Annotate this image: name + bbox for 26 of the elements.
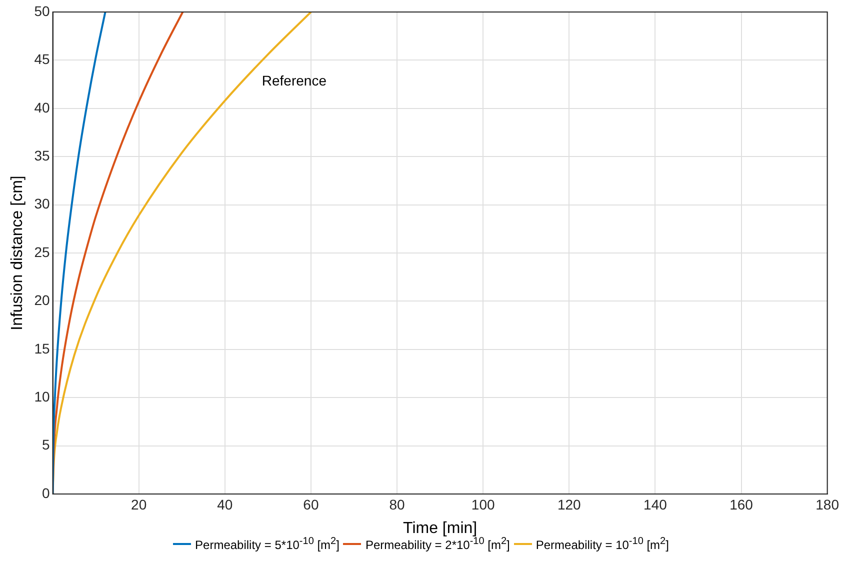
x-tick-label: 40 bbox=[217, 496, 233, 512]
y-axis-title: Infusion distance [cm] bbox=[9, 176, 26, 330]
y-tick-label: 20 bbox=[34, 292, 50, 308]
x-tick-label: 160 bbox=[730, 496, 754, 512]
x-tick-label: 140 bbox=[644, 496, 668, 512]
y-tick-label: 15 bbox=[34, 340, 50, 356]
y-tick-label: 5 bbox=[42, 436, 50, 453]
annotation: Reference bbox=[262, 72, 327, 89]
x-axis-title: Time [min] bbox=[403, 520, 478, 537]
legend-label: Permeability = 2*10$^{-10}$ [m$^{2}$] bbox=[365, 536, 510, 552]
x-tick-label: 120 bbox=[557, 496, 582, 512]
y-tick-label: 25 bbox=[34, 244, 50, 260]
x-tick-label: 60 bbox=[303, 496, 319, 512]
y-tick-label: 45 bbox=[34, 51, 50, 68]
y-tick-label: 10 bbox=[34, 388, 50, 404]
x-tick-label: 80 bbox=[389, 496, 406, 512]
x-tick-label: 20 bbox=[131, 496, 147, 512]
legend-label: Permeability = 10$^{-10}$ [m$^{2}$] bbox=[536, 536, 669, 552]
x-tick-label: 100 bbox=[471, 496, 495, 512]
y-tick-label: 40 bbox=[34, 99, 50, 116]
y-tick-label: 30 bbox=[34, 196, 50, 212]
legend-label: Permeability = 5*10$^{-10}$ [m$^{2}$] bbox=[195, 536, 340, 552]
x-tick-label: 180 bbox=[816, 496, 840, 512]
y-tick-label: 50 bbox=[34, 2, 50, 19]
y-tick-label: 0 bbox=[42, 484, 50, 501]
y-tick-label: 35 bbox=[34, 147, 50, 164]
